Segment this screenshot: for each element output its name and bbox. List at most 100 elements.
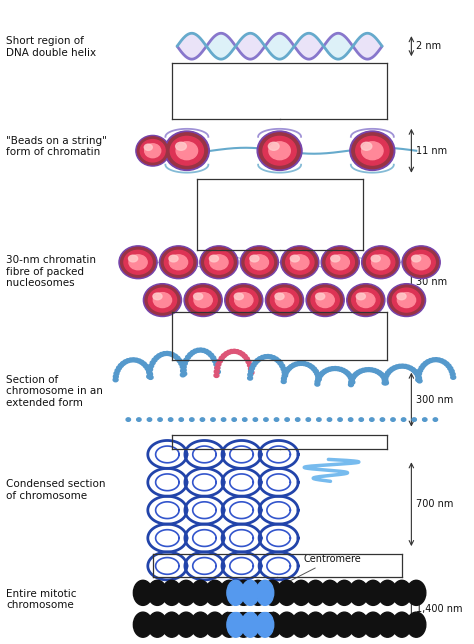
Text: Section of
chromosome in an
extended form: Section of chromosome in an extended for… [6,375,103,408]
Ellipse shape [144,364,148,368]
Ellipse shape [250,255,259,262]
Ellipse shape [263,355,268,359]
Ellipse shape [348,418,353,421]
Ellipse shape [235,350,239,354]
Ellipse shape [394,365,400,369]
Ellipse shape [242,580,259,605]
Ellipse shape [173,354,178,358]
Ellipse shape [349,378,354,382]
Ellipse shape [140,140,165,162]
Ellipse shape [350,375,356,380]
Ellipse shape [392,288,420,312]
Ellipse shape [282,374,287,378]
Ellipse shape [362,246,400,279]
Ellipse shape [306,580,325,605]
Ellipse shape [296,361,301,366]
Ellipse shape [224,352,229,355]
Text: 700 nm: 700 nm [416,499,454,509]
Ellipse shape [168,418,173,421]
Ellipse shape [147,375,152,379]
Ellipse shape [166,133,207,169]
Ellipse shape [437,358,441,362]
Ellipse shape [190,350,195,355]
Ellipse shape [243,418,247,421]
Ellipse shape [350,131,395,171]
Ellipse shape [206,351,211,355]
Ellipse shape [338,418,342,421]
Ellipse shape [193,293,203,299]
Ellipse shape [242,612,259,637]
Ellipse shape [150,361,155,365]
Ellipse shape [176,580,196,605]
Ellipse shape [278,361,283,365]
Ellipse shape [410,368,415,372]
Ellipse shape [316,375,320,379]
Ellipse shape [264,418,268,421]
Ellipse shape [306,612,325,637]
Ellipse shape [215,370,220,374]
Ellipse shape [391,418,395,421]
Ellipse shape [315,372,319,376]
Ellipse shape [316,293,325,299]
Ellipse shape [434,357,438,362]
Ellipse shape [221,354,226,357]
Ellipse shape [215,366,220,370]
Ellipse shape [352,288,380,312]
Ellipse shape [267,285,302,315]
Ellipse shape [428,359,433,363]
Ellipse shape [265,283,303,316]
Ellipse shape [384,374,389,377]
Ellipse shape [336,367,340,371]
Ellipse shape [247,376,253,380]
Ellipse shape [364,368,368,372]
Ellipse shape [321,246,359,279]
Ellipse shape [235,292,253,308]
Ellipse shape [390,367,394,371]
Ellipse shape [444,362,449,366]
Ellipse shape [362,142,383,160]
Ellipse shape [114,372,119,375]
Ellipse shape [232,418,237,421]
Ellipse shape [190,418,194,421]
Ellipse shape [407,580,426,605]
Ellipse shape [120,361,126,366]
Ellipse shape [205,251,233,274]
Ellipse shape [383,379,388,383]
Ellipse shape [162,580,181,605]
Ellipse shape [404,247,438,277]
Ellipse shape [260,355,265,359]
Ellipse shape [117,366,121,370]
Ellipse shape [177,359,182,363]
Ellipse shape [330,366,335,371]
Ellipse shape [361,368,366,372]
Ellipse shape [285,418,289,421]
Ellipse shape [341,368,346,372]
Ellipse shape [147,371,152,375]
Ellipse shape [283,247,317,277]
Ellipse shape [315,382,320,386]
Ellipse shape [295,418,300,421]
Ellipse shape [327,418,332,421]
Ellipse shape [129,255,147,270]
Ellipse shape [335,580,354,605]
Ellipse shape [311,288,339,312]
Ellipse shape [181,368,186,372]
Ellipse shape [126,418,130,421]
Ellipse shape [248,612,268,637]
Ellipse shape [387,369,392,373]
Ellipse shape [291,363,296,367]
Ellipse shape [257,357,262,361]
Ellipse shape [257,131,302,171]
Ellipse shape [159,352,164,356]
Text: "Beads on a string"
form of chromatin: "Beads on a string" form of chromatin [6,136,107,157]
Ellipse shape [240,352,245,356]
Ellipse shape [227,350,231,354]
Ellipse shape [448,366,453,370]
Ellipse shape [139,360,144,365]
Ellipse shape [232,349,237,354]
Text: Centromere: Centromere [258,554,362,598]
Ellipse shape [248,373,253,377]
Ellipse shape [176,612,196,637]
Ellipse shape [282,370,287,374]
Ellipse shape [115,368,120,373]
